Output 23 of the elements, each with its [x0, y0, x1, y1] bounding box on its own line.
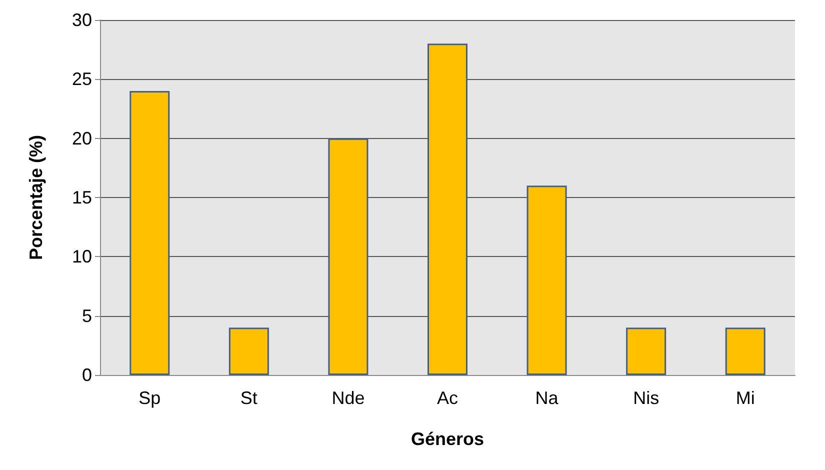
bar	[725, 328, 766, 375]
y-tick-label: 30	[72, 10, 92, 30]
x-axis-title: Géneros	[410, 429, 484, 449]
bar	[626, 328, 666, 375]
x-tick-label: Nis	[633, 388, 660, 408]
x-tick-label: Na	[535, 388, 560, 408]
x-tick-label: St	[240, 388, 258, 408]
y-tick-label: 5	[82, 306, 92, 326]
bar	[428, 44, 468, 375]
y-axis-title: Porcentaje (%)	[26, 134, 46, 260]
x-tick-label: Nde	[332, 388, 365, 408]
y-tick-label: 10	[72, 246, 92, 267]
x-tick-label: Mi	[736, 388, 755, 408]
y-tick-label: 15	[72, 188, 92, 208]
y-tick-label: 25	[72, 69, 92, 90]
y-tick-label: 20	[72, 128, 92, 148]
x-tick-label: Ac	[436, 388, 458, 408]
y-tick-label: 0	[82, 365, 92, 385]
bar	[130, 91, 170, 375]
bar	[328, 138, 368, 375]
bar	[228, 328, 269, 375]
x-tick-label: Sp	[138, 388, 161, 408]
bar	[526, 186, 567, 375]
